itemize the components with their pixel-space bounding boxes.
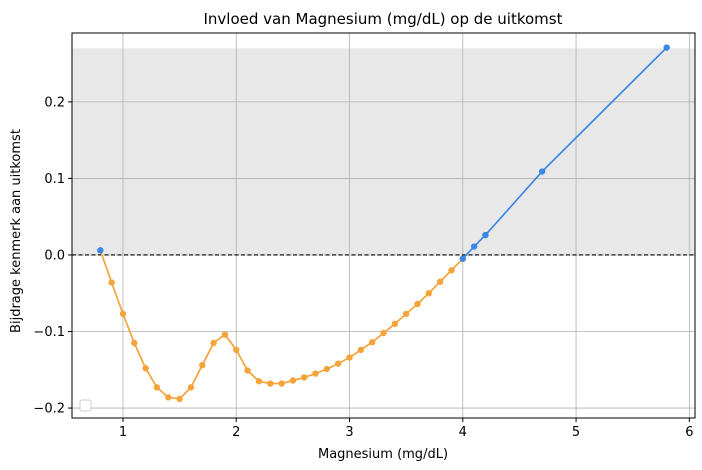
- data-point: [470, 243, 478, 250]
- series-2: [459, 44, 670, 262]
- data-point: [142, 365, 149, 372]
- data-point: [97, 247, 104, 254]
- data-point: [414, 300, 421, 308]
- y-tick-label: 0.1: [44, 172, 65, 187]
- data-point: [165, 394, 172, 401]
- data-point: [448, 267, 455, 274]
- x-tick-label: 4: [459, 425, 467, 440]
- data-point: [108, 279, 115, 286]
- data-point: [233, 346, 240, 354]
- chart-title: Invloed van Magnesium (mg/dL) op de uitk…: [204, 10, 563, 28]
- data-point: [380, 329, 387, 337]
- x-tick-label: 1: [119, 425, 127, 440]
- data-point: [323, 365, 331, 373]
- data-point: [153, 384, 161, 391]
- data-point: [334, 360, 342, 367]
- y-tick-label: 0.2: [44, 95, 65, 110]
- x-tick-label: 6: [685, 425, 693, 440]
- data-point: [210, 339, 217, 347]
- data-point: [278, 380, 285, 387]
- y-tick-label: 0.0: [44, 248, 65, 263]
- data-point: [346, 354, 353, 361]
- legend: [79, 399, 92, 412]
- data-point: [289, 377, 297, 384]
- data-point: [187, 384, 195, 391]
- data-point: [436, 278, 444, 285]
- legend-box: [79, 399, 92, 412]
- data-point: [402, 310, 410, 318]
- series-1: [97, 247, 104, 254]
- x-tick-label: 2: [232, 425, 240, 440]
- data-point: [357, 346, 365, 354]
- x-tick-label: 3: [345, 425, 353, 440]
- y-tick-label: −0.1: [33, 325, 65, 340]
- data-point: [459, 255, 466, 262]
- data-point: [244, 367, 251, 374]
- data-point: [267, 380, 274, 387]
- data-point: [199, 361, 206, 369]
- x-tick-label: 5: [572, 425, 580, 440]
- data-point: [255, 378, 263, 385]
- data-point: [119, 310, 127, 318]
- data-point: [131, 339, 138, 347]
- data-point: [301, 374, 308, 381]
- data-point: [176, 395, 183, 403]
- data-point: [482, 231, 489, 239]
- data-point: [538, 168, 546, 175]
- plot-frame: [71, 32, 696, 419]
- data-point: [391, 320, 399, 328]
- y-tick-label: −0.2: [33, 402, 65, 417]
- x-axis-label: Magnesium (mg/dL): [318, 447, 448, 462]
- y-axis-label: Bijdrage kenmerk aan uitkomst: [9, 129, 24, 333]
- data-point: [312, 370, 319, 377]
- data-point: [368, 339, 376, 346]
- positive-region-band: [72, 48, 695, 255]
- data-point: [663, 44, 670, 51]
- data-point: [221, 331, 229, 338]
- series-0: [97, 247, 466, 403]
- data-point: [425, 290, 433, 297]
